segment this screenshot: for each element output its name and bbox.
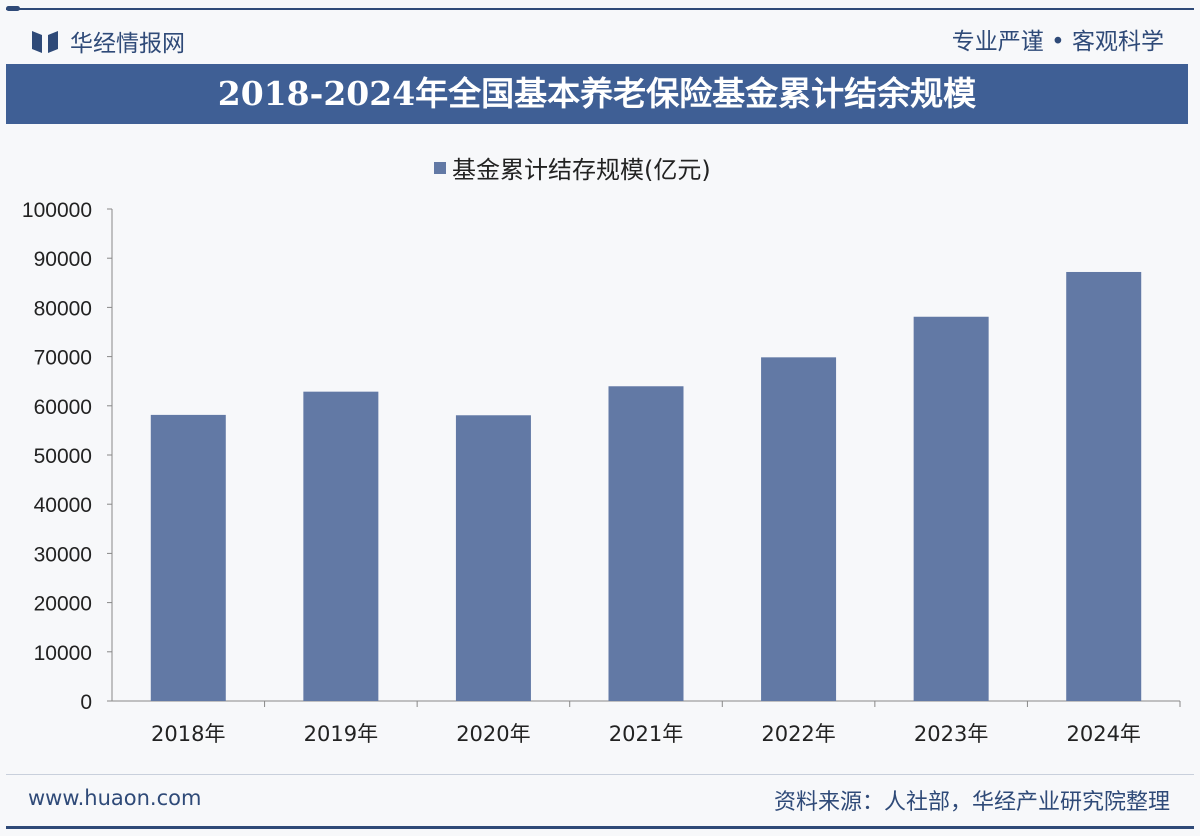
- bar-2021年: [608, 386, 684, 701]
- y-tick-label: 20000: [34, 593, 92, 616]
- website-link[interactable]: www.huaon.com: [28, 786, 202, 810]
- y-tick-label: 30000: [34, 543, 92, 566]
- y-tick-label: 0: [80, 691, 92, 714]
- y-tick-label: 90000: [34, 248, 92, 271]
- y-tick-label: 60000: [34, 396, 92, 419]
- x-tick-label: 2023年: [914, 722, 988, 746]
- bar-2022年: [761, 357, 837, 701]
- y-tick-label: 100000: [22, 199, 92, 222]
- x-tick-label: 2018年: [151, 722, 225, 746]
- logo: 华经情报网: [32, 24, 185, 58]
- logo-text: 华经情报网: [70, 31, 185, 57]
- legend: 基金累计结存规模(亿元): [434, 150, 711, 185]
- legend-swatch: [434, 161, 446, 174]
- bar-2019年: [303, 391, 379, 701]
- y-tick-label: 10000: [34, 642, 92, 665]
- book-logo-icon: [32, 31, 58, 53]
- legend-label: 基金累计结存规模(亿元): [452, 156, 711, 184]
- x-tick-label: 2022年: [761, 722, 835, 746]
- bar-2020年: [455, 415, 531, 701]
- x-tick-label: 2019年: [304, 722, 378, 746]
- bottom-divider: [6, 826, 1194, 829]
- chart-title: 2018-2024年全国基本养老保险基金累计结余规模: [6, 64, 1188, 124]
- bar-2023年: [913, 316, 989, 701]
- y-tick-label: 40000: [34, 494, 92, 517]
- y-tick-label: 80000: [34, 297, 92, 320]
- top-divider: [6, 8, 1194, 10]
- source-note: 资料来源：人社部，华经产业研究院整理: [773, 790, 1170, 815]
- footer-divider: [6, 774, 1194, 775]
- slogan: 专业严谨 • 客观科学: [951, 29, 1164, 55]
- y-tick-label: 70000: [34, 347, 92, 370]
- x-tick-label: 2024年: [1066, 722, 1140, 746]
- y-tick-label: 50000: [34, 445, 92, 468]
- x-tick-label: 2021年: [609, 722, 683, 746]
- bar-2024年: [1066, 271, 1142, 701]
- bar-2018年: [150, 414, 226, 701]
- x-tick-label: 2020年: [456, 722, 530, 746]
